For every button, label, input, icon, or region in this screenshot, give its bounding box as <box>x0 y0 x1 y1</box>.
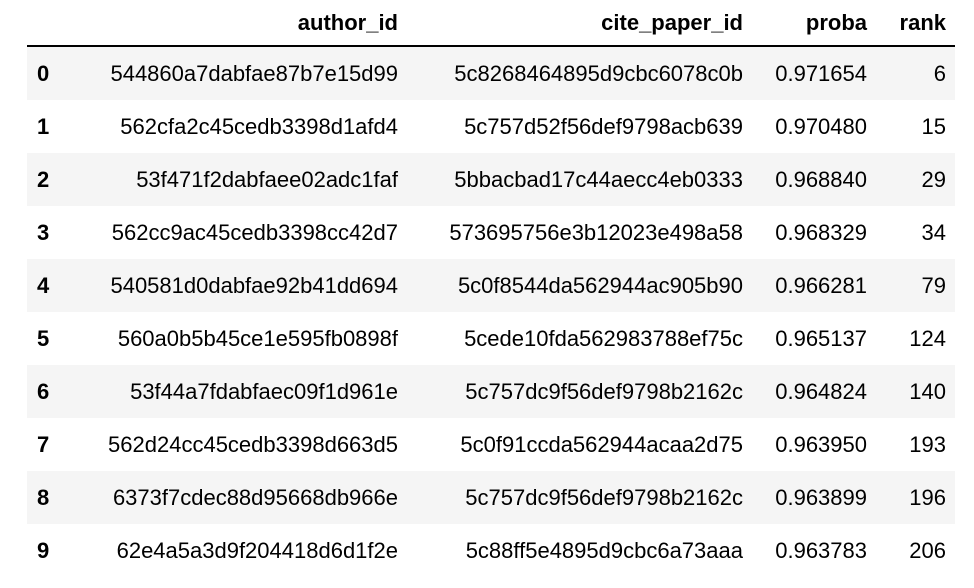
table-row: 6 53f44a7fdabfaec09f1d961e 5c757dc9f56de… <box>27 365 955 418</box>
cell-proba: 0.965137 <box>775 325 867 351</box>
header-row: author_id cite_paper_id proba rank <box>27 0 955 47</box>
table-row: 7 562d24cc45cedb3398d663d5 5c0f91ccda562… <box>27 418 955 471</box>
dataframe-table: author_id cite_paper_id proba rank 0 544… <box>27 0 955 577</box>
cell-rank: 196 <box>909 484 946 510</box>
cell-author-id: 562cc9ac45cedb3398cc42d7 <box>111 219 398 245</box>
row-index: 4 <box>37 272 50 298</box>
cell-rank: 124 <box>909 325 946 351</box>
cell-proba: 0.971654 <box>775 60 867 86</box>
row-index: 7 <box>37 431 50 457</box>
cell-author-id: 544860a7dabfae87b7e15d99 <box>110 60 398 86</box>
cell-author-id: 562cfa2c45cedb3398d1afd4 <box>120 113 398 139</box>
cell-cite-paper-id: 5c757d52f56def9798acb639 <box>464 113 743 139</box>
cell-author-id: 62e4a5a3d9f204418d6d1f2e <box>116 537 398 563</box>
cell-cite-paper-id: 573695756e3b12023e498a58 <box>449 219 743 245</box>
table-body: 0 544860a7dabfae87b7e15d99 5c8268464895d… <box>27 46 955 577</box>
cell-proba: 0.968840 <box>775 166 867 192</box>
cell-author-id: 53f471f2dabfaee02adc1faf <box>136 166 398 192</box>
cell-cite-paper-id: 5cede10fda562983788ef75c <box>464 325 743 351</box>
row-index: 0 <box>37 60 50 86</box>
table-row: 8 6373f7cdec88d95668db966e 5c757dc9f56de… <box>27 471 955 524</box>
cell-proba: 0.963899 <box>775 484 867 510</box>
row-index: 2 <box>37 166 50 192</box>
cell-proba: 0.968329 <box>775 219 867 245</box>
table-row: 5 560a0b5b45ce1e595fb0898f 5cede10fda562… <box>27 312 955 365</box>
cell-proba: 0.966281 <box>775 272 867 298</box>
table-row: 4 540581d0dabfae92b41dd694 5c0f8544da562… <box>27 259 955 312</box>
cell-rank: 79 <box>921 272 946 298</box>
cell-proba: 0.963950 <box>775 431 867 457</box>
cell-author-id: 6373f7cdec88d95668db966e <box>112 484 398 510</box>
cell-rank: 15 <box>921 113 946 139</box>
cell-cite-paper-id: 5c757dc9f56def9798b2162c <box>465 378 743 404</box>
cell-proba: 0.963783 <box>775 537 867 563</box>
table-row: 0 544860a7dabfae87b7e15d99 5c8268464895d… <box>27 46 955 100</box>
row-index: 1 <box>37 113 50 139</box>
header-proba: proba <box>752 0 876 47</box>
table-row: 2 53f471f2dabfaee02adc1faf 5bbacbad17c44… <box>27 153 955 206</box>
cell-cite-paper-id: 5c88ff5e4895d9cbc6a73aaa <box>465 537 743 563</box>
cell-proba: 0.964824 <box>775 378 867 404</box>
header-index <box>27 0 67 47</box>
cell-cite-paper-id: 5bbacbad17c44aecc4eb0333 <box>454 166 743 192</box>
row-index: 6 <box>37 378 50 404</box>
cell-cite-paper-id: 5c0f91ccda562944acaa2d75 <box>460 431 743 457</box>
header-cite-paper-id: cite_paper_id <box>407 0 752 47</box>
cell-cite-paper-id: 5c0f8544da562944ac905b90 <box>457 272 743 298</box>
cell-rank: 34 <box>921 219 946 245</box>
cell-author-id: 540581d0dabfae92b41dd694 <box>110 272 398 298</box>
cell-cite-paper-id: 5c8268464895d9cbc6078c0b <box>454 60 743 86</box>
cell-cite-paper-id: 5c757dc9f56def9798b2162c <box>465 484 743 510</box>
row-index: 8 <box>37 484 50 510</box>
cell-author-id: 53f44a7fdabfaec09f1d961e <box>130 378 398 404</box>
header-rank: rank <box>876 0 955 47</box>
cell-author-id: 562d24cc45cedb3398d663d5 <box>108 431 398 457</box>
row-index: 5 <box>37 325 50 351</box>
cell-rank: 206 <box>909 537 946 563</box>
cell-rank: 193 <box>909 431 946 457</box>
table-row: 9 62e4a5a3d9f204418d6d1f2e 5c88ff5e4895d… <box>27 524 955 577</box>
table-header: author_id cite_paper_id proba rank <box>27 0 955 47</box>
table-row: 3 562cc9ac45cedb3398cc42d7 573695756e3b1… <box>27 206 955 259</box>
cell-rank: 29 <box>921 166 946 192</box>
cell-rank: 6 <box>933 60 946 86</box>
row-index: 9 <box>37 537 50 563</box>
cell-author-id: 560a0b5b45ce1e595fb0898f <box>117 325 398 351</box>
dataframe-container: author_id cite_paper_id proba rank 0 544… <box>27 0 957 577</box>
table-row: 1 562cfa2c45cedb3398d1afd4 5c757d52f56de… <box>27 100 955 153</box>
header-author-id: author_id <box>67 0 407 47</box>
cell-rank: 140 <box>909 378 946 404</box>
cell-proba: 0.970480 <box>775 113 867 139</box>
row-index: 3 <box>37 219 50 245</box>
